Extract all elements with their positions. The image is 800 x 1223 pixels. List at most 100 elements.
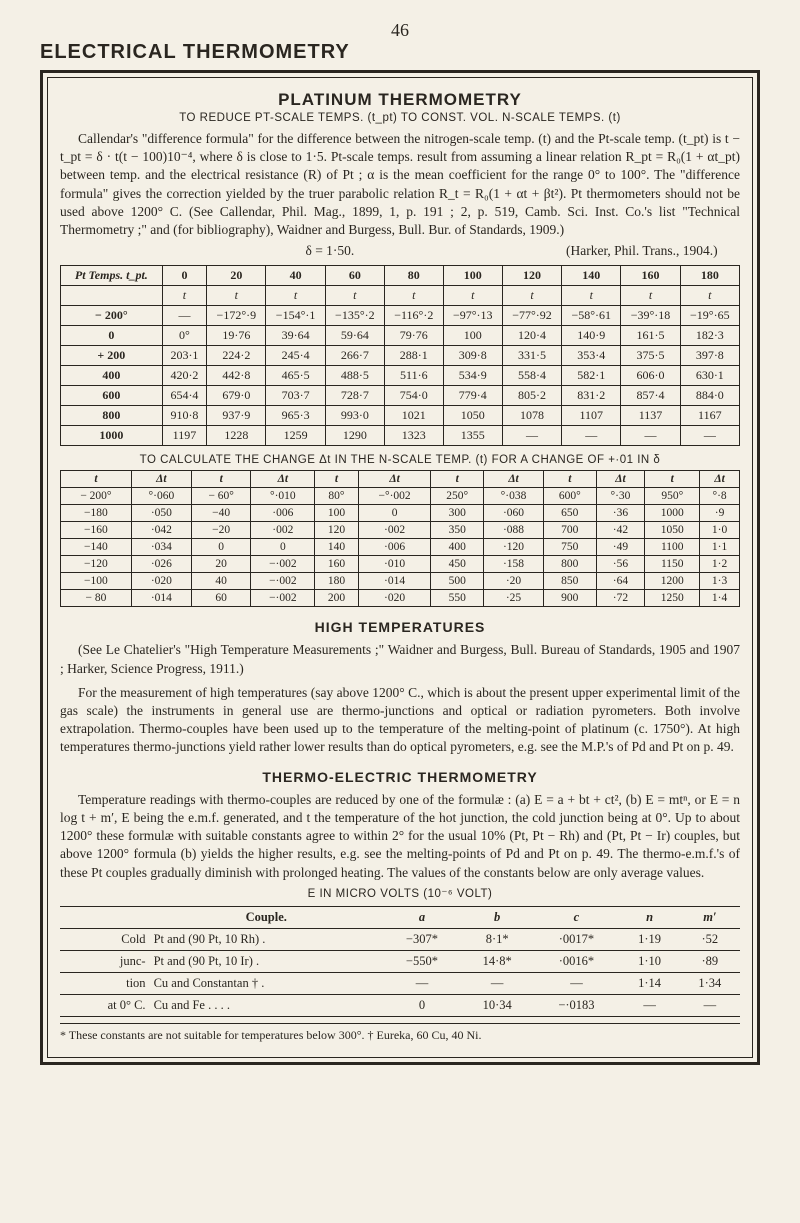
table-cell: −19°·65 [680,306,739,326]
table-cell: ·006 [251,505,315,522]
table-cell: 703·7 [266,386,325,406]
table-cell: − 60° [191,488,251,505]
table-cell: ·20 [484,573,544,590]
table3-col: b [461,906,533,928]
table-cell: Pt and (90 Pt, 10 Ir) . [150,950,383,972]
table-cell: 1·4 [700,590,740,607]
table-cell: 700 [544,522,597,539]
table-cell: 59·64 [325,326,384,346]
table-cell: ·56 [596,556,645,573]
table-cell: 288·1 [384,346,443,366]
table-cell: 1323 [384,426,443,446]
table-cell: −100 [61,573,132,590]
table-cell: 1·19 [620,928,680,950]
table-row-header: 1000 [61,426,163,446]
table-cell: 550 [431,590,484,607]
table2-col: Δt [251,471,315,488]
table-cell: Pt and (90 Pt, 10 Rh) . [150,928,383,950]
section1-title: PLATINUM THERMOMETRY [60,90,740,110]
table-cell: 140 [315,539,359,556]
table-cell: 630·1 [680,366,739,386]
table-cell: 309·8 [443,346,502,366]
table-cell: 160 [315,556,359,573]
table-cell: ·42 [596,522,645,539]
table-cell: — [680,994,740,1016]
table-cell: ·0016* [533,950,619,972]
table-cell: −180 [61,505,132,522]
table-cell: 40 [191,573,251,590]
table-cell: 203·1 [162,346,207,366]
table-cell: 1·3 [700,573,740,590]
table-cell: 850 [544,573,597,590]
table-cell: 1100 [645,539,700,556]
table-cell: ·014 [358,573,431,590]
table-cell: 582·1 [562,366,621,386]
delta-left: δ = 1·50. [82,243,374,259]
table-row-header: + 200 [61,346,163,366]
table-cell: 266·7 [325,346,384,366]
table-cell: 488·5 [325,366,384,386]
table-cell: °·30 [596,488,645,505]
table-cell: 950° [645,488,700,505]
page-title: ELECTRICAL THERMOMETRY [40,41,760,64]
table-cell: ·050 [131,505,191,522]
table-cell: 331·5 [502,346,561,366]
page-number: 46 [40,20,760,41]
table3-col [60,906,150,928]
table-cell: 224·2 [207,346,266,366]
delta-right: (Harker, Phil. Trans., 1904.) [378,243,718,259]
inner-frame: PLATINUM THERMOMETRY TO REDUCE PT-SCALE … [47,77,753,1058]
table-cell: 420·2 [162,366,207,386]
t1c5: 100 [443,266,502,286]
table-cell: −140 [61,539,132,556]
table-cell: ·014 [131,590,191,607]
table-cell: ·158 [484,556,544,573]
table-cell: — [562,426,621,446]
table2-col: t [645,471,700,488]
table-cell: — [162,306,207,326]
table-cell: — [621,426,680,446]
table-cell: 14·8* [461,950,533,972]
table-cell: Cold [60,928,150,950]
table-cell: 750 [544,539,597,556]
table-cell: 884·0 [680,386,739,406]
table2-col: Δt [131,471,191,488]
table-row-header: − 200° [61,306,163,326]
table-cell: junc- [60,950,150,972]
table1-rowhdr: Pt Temps. t_pt. [61,266,163,286]
table-cell: ·002 [251,522,315,539]
table-cell: −·002 [251,556,315,573]
table-cell: 558·4 [502,366,561,386]
delta-line: δ = 1·50. (Harker, Phil. Trans., 1904.) [60,243,740,259]
table-cell: 397·8 [680,346,739,366]
table-cell: 1150 [645,556,700,573]
table-cell: 831·2 [562,386,621,406]
table-cell: 182·3 [680,326,739,346]
table-cell: −135°·2 [325,306,384,326]
table-cell: 100 [443,326,502,346]
table-cell: 120 [315,522,359,539]
table-cell: at 0° C. [60,994,150,1016]
table-cell: −160 [61,522,132,539]
table-cell: °·010 [251,488,315,505]
table-cell: 857·4 [621,386,680,406]
table-cell: 0 [358,505,431,522]
table-cell: — [461,972,533,994]
table-cell: 1021 [384,406,443,426]
table-cell: ·52 [680,928,740,950]
table-cell: 10·34 [461,994,533,1016]
table-cell: 650 [544,505,597,522]
table-cell: 1050 [443,406,502,426]
table1: Pt Temps. t_pt. 0 20 40 60 80 100 120 14… [60,265,740,446]
table-cell: −°·002 [358,488,431,505]
table-cell: − 200° [61,488,132,505]
table-cell: ·9 [700,505,740,522]
table-cell: 1228 [207,426,266,446]
table3-col: c [533,906,619,928]
table-cell: 654·4 [162,386,207,406]
table-cell: ·120 [484,539,544,556]
table-cell: ·020 [131,573,191,590]
table-cell: ·49 [596,539,645,556]
table-row-header: 800 [61,406,163,426]
table-cell: 442·8 [207,366,266,386]
